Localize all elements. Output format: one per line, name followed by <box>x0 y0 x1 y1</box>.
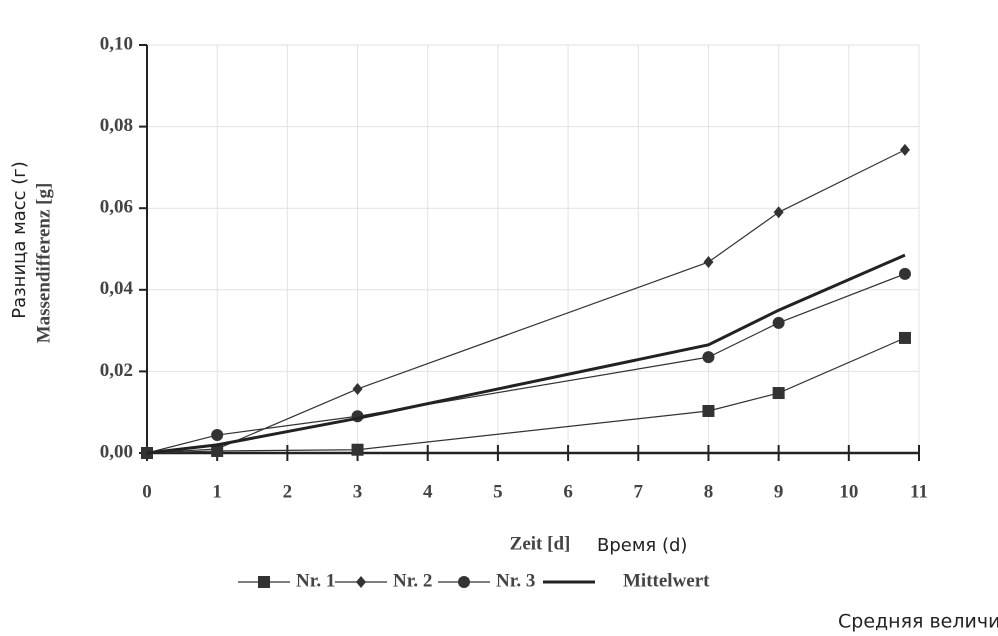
data-point <box>702 351 715 364</box>
legend-marker <box>458 576 470 588</box>
y-tick-label: 0,04 <box>100 278 134 299</box>
data-point <box>772 387 785 400</box>
data-point <box>702 404 715 417</box>
data-point <box>772 316 785 329</box>
data-point <box>351 443 364 456</box>
legend-label: Nr. 3 <box>496 570 535 591</box>
legend-marker <box>258 576 270 588</box>
x-axis-label: Zeit [d] <box>510 533 571 554</box>
data-point <box>211 429 224 442</box>
x-tick-label: 10 <box>839 481 858 502</box>
x-axis-label-translation: Время (d) <box>597 535 687 556</box>
y-axis-label-translation: Разница масс (г) <box>9 161 30 319</box>
y-tick-label: 0,10 <box>100 33 133 54</box>
y-tick-label: 0,08 <box>100 115 133 136</box>
x-tick-label: 2 <box>283 481 293 502</box>
x-tick-label: 7 <box>634 481 644 502</box>
data-point <box>703 256 714 269</box>
data-point <box>352 382 363 395</box>
legend-label: Mittelwert <box>623 570 710 591</box>
x-tick-label: 0 <box>142 481 152 502</box>
y-tick-label: 0,02 <box>100 360 133 381</box>
x-tick-label: 3 <box>353 481 363 502</box>
y-axis-label: Massendifferenz [g] <box>33 183 54 344</box>
series-line <box>146 273 906 454</box>
data-point <box>898 267 911 280</box>
x-tick-label: 4 <box>423 481 433 502</box>
series-line <box>146 149 906 454</box>
x-tick-label: 8 <box>704 481 714 502</box>
x-tick-label: 6 <box>563 481 573 502</box>
series-line <box>146 253 906 455</box>
y-tick-label: 0,06 <box>100 197 133 218</box>
data-point <box>898 331 911 344</box>
legend-translation: Средняя величина <box>838 611 998 633</box>
x-tick-label: 1 <box>212 481 222 502</box>
series-line <box>146 337 906 454</box>
legend-marker <box>356 576 366 588</box>
x-tick-label: 11 <box>910 481 928 502</box>
x-tick-label: 5 <box>493 481 503 502</box>
data-point <box>773 206 784 219</box>
x-tick-label: 9 <box>774 481 784 502</box>
data-point <box>899 143 910 156</box>
legend-label: Nr. 1 <box>296 570 335 591</box>
legend-label: Nr. 2 <box>393 570 432 591</box>
y-tick-label: 0,00 <box>100 441 133 462</box>
